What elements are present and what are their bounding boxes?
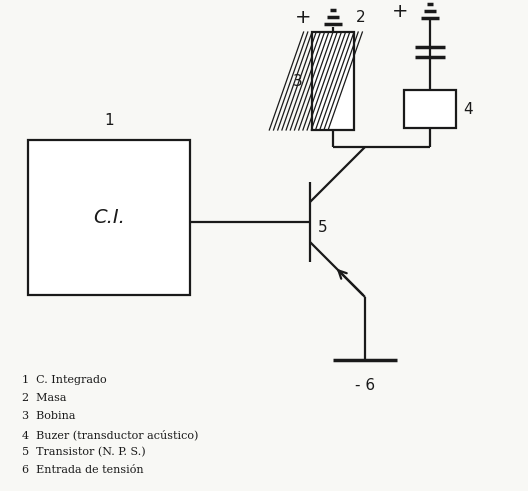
Text: 4  Buzer (transductor acústico): 4 Buzer (transductor acústico) xyxy=(22,429,199,440)
Text: 3  Bobina: 3 Bobina xyxy=(22,411,76,421)
Text: 1: 1 xyxy=(104,112,114,128)
Text: +: + xyxy=(295,7,311,27)
Bar xyxy=(312,32,354,130)
Text: 4: 4 xyxy=(463,102,473,116)
Text: 5: 5 xyxy=(318,219,328,235)
Bar xyxy=(404,90,456,128)
Text: +: + xyxy=(392,1,408,21)
Text: 1  C. Integrado: 1 C. Integrado xyxy=(22,375,107,385)
Text: 6  Entrada de tensión: 6 Entrada de tensión xyxy=(22,465,144,475)
Text: 5  Transistor (N. P. S.): 5 Transistor (N. P. S.) xyxy=(22,447,146,457)
Text: 2: 2 xyxy=(356,9,366,25)
Text: 3: 3 xyxy=(293,74,303,88)
Bar xyxy=(28,140,190,295)
Text: C.I.: C.I. xyxy=(93,208,125,227)
Text: - 6: - 6 xyxy=(355,378,375,393)
Text: 2  Masa: 2 Masa xyxy=(22,393,67,403)
